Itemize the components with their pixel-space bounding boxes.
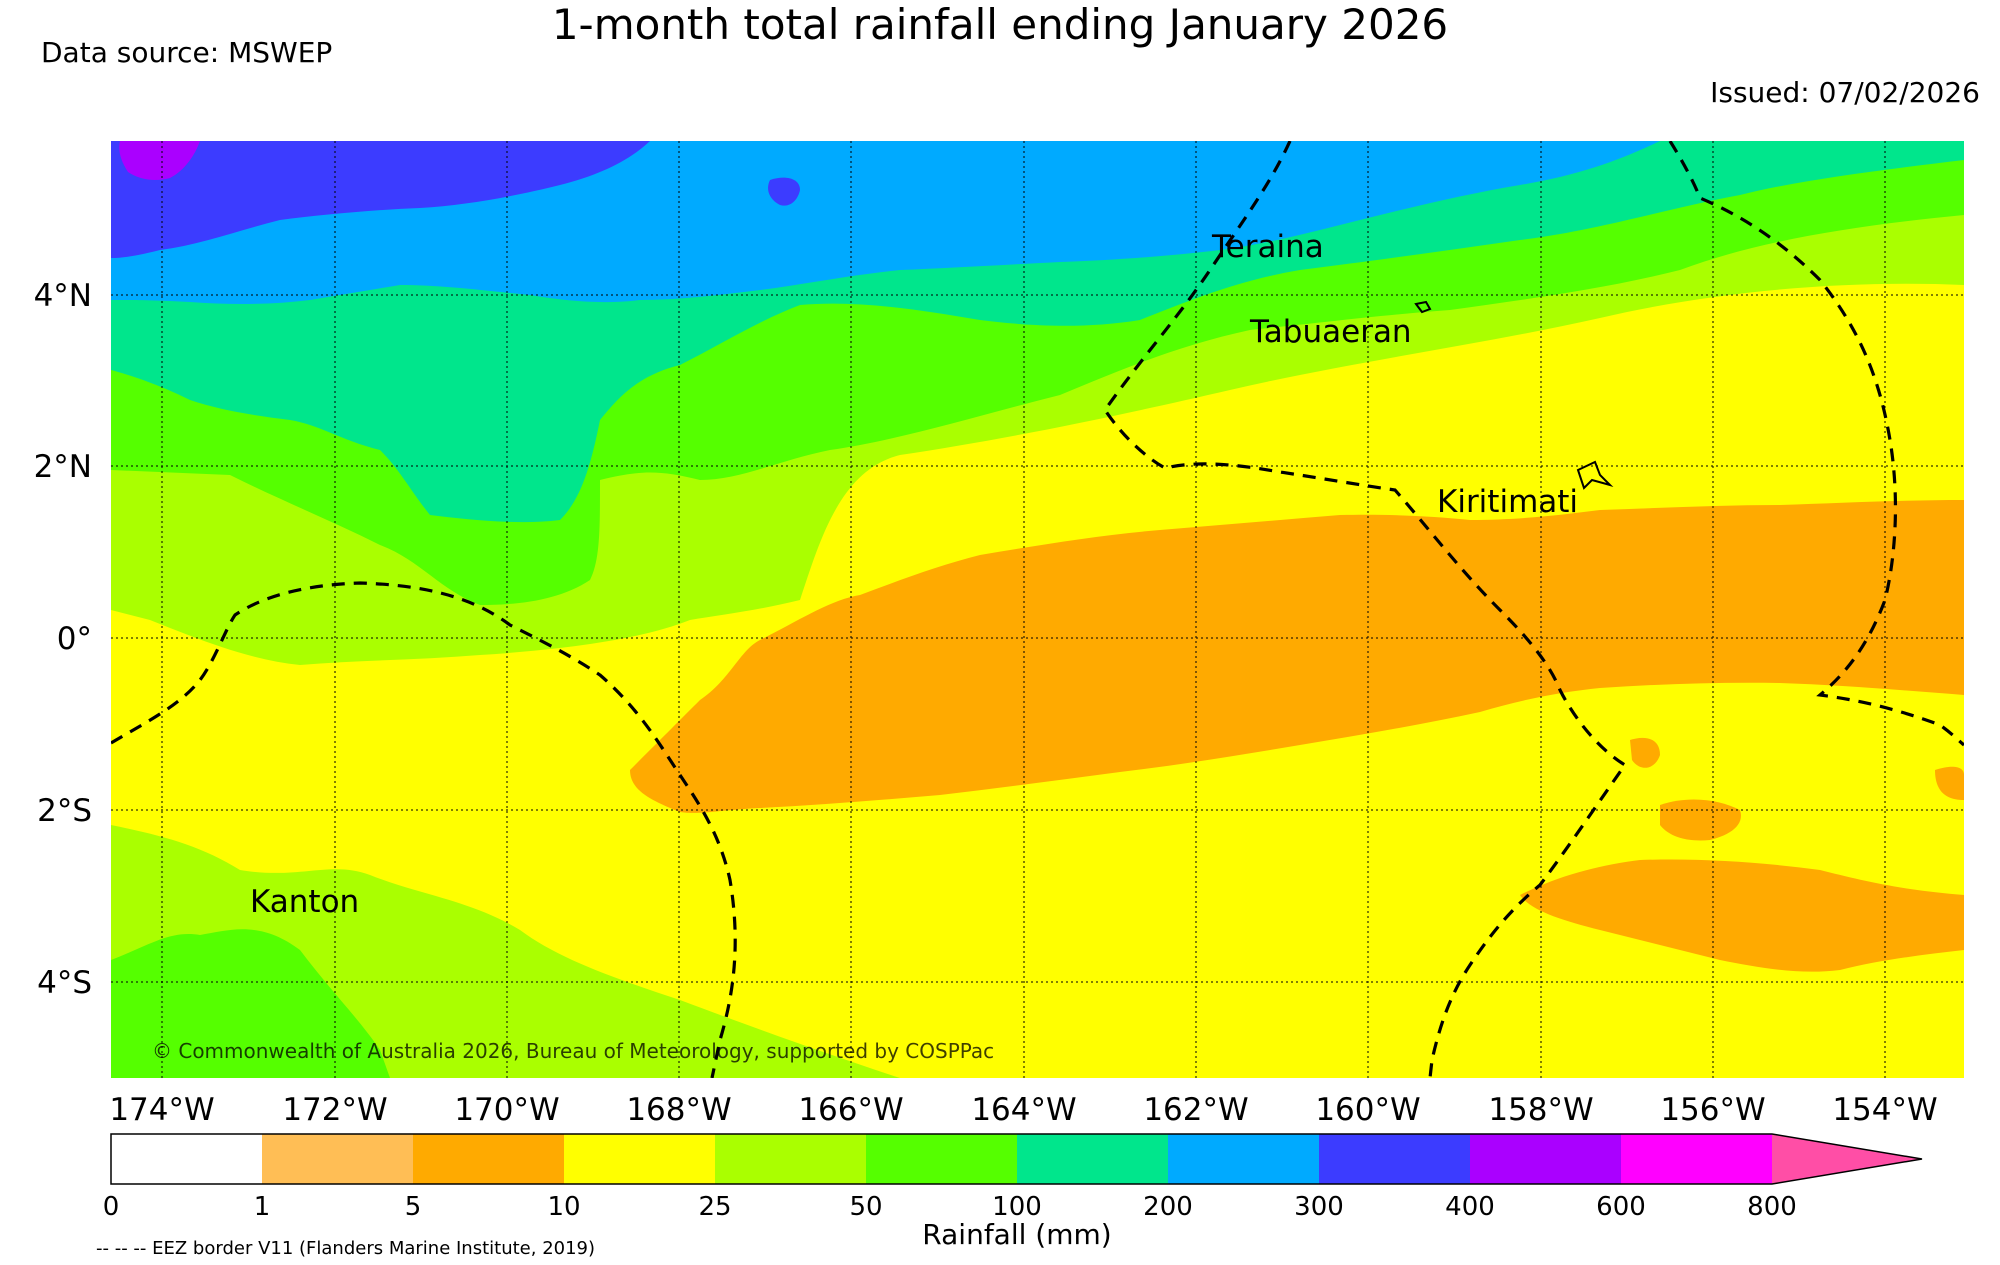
colorbar-segment-400-600	[1470, 1134, 1621, 1184]
lon-label-166w: 166°W	[798, 1092, 903, 1128]
colorbar-segment-5-10	[413, 1134, 564, 1184]
colorbar	[110, 1133, 1923, 1185]
lon-label-156w: 156°W	[1660, 1092, 1765, 1128]
colorbar-segment-0-1	[111, 1134, 262, 1184]
colorbar-segment-10-25	[564, 1134, 715, 1184]
zone-300-400-spot	[768, 177, 800, 206]
place-label-teraina: Teraina	[1211, 229, 1324, 265]
zone-5-10-band	[630, 500, 1964, 813]
colorbar-tick-0: 0	[103, 1192, 120, 1222]
lon-label-174w: 174°W	[109, 1092, 214, 1128]
colorbar-segment-25-50	[715, 1134, 866, 1184]
colorbar-tick-400: 400	[1445, 1192, 1495, 1222]
colorbar-tick-600: 600	[1596, 1192, 1646, 1222]
data-source: Data source: MSWEP	[41, 36, 333, 69]
colorbar-extend-arrow	[1772, 1134, 1922, 1184]
lon-label-164w: 164°W	[971, 1092, 1076, 1128]
colorbar-tick-50: 50	[849, 1192, 882, 1222]
colorbar-segment-600-800	[1621, 1134, 1772, 1184]
island-tabuaeran	[1414, 300, 1432, 314]
colorbar-segment-50-100	[866, 1134, 1017, 1184]
colorbar-tick-800: 800	[1747, 1192, 1797, 1222]
colorbar-tick-25: 25	[698, 1192, 731, 1222]
lon-label-154w: 154°W	[1832, 1092, 1937, 1128]
graticule	[111, 141, 1964, 1078]
eez-borders	[111, 141, 1964, 1078]
lon-label-170w: 170°W	[454, 1092, 559, 1128]
colorbar-tick-200: 200	[1143, 1192, 1193, 1222]
place-label-tabuaeran: Tabuaeran	[1249, 314, 1412, 350]
map-title: 1-month total rainfall ending January 20…	[551, 0, 1449, 49]
zone-400-600	[119, 141, 200, 180]
zone-300-400	[111, 141, 650, 258]
eez-border-line-north	[1103, 141, 1628, 1078]
lat-label-0: 0°	[57, 621, 92, 657]
place-label-kiritimati: Kiritimati	[1437, 484, 1578, 520]
colorbar-tick-300: 300	[1294, 1192, 1344, 1222]
colorbar-tick-1: 1	[254, 1192, 271, 1222]
eez-border-line-east	[1668, 141, 1964, 747]
zone-5-10-patch	[1660, 799, 1741, 841]
lat-label-2n: 2°N	[34, 449, 92, 485]
colorbar-segment-1-5	[262, 1134, 413, 1184]
colorbar-segment-200-300	[1168, 1134, 1319, 1184]
island-kiritimati	[1576, 460, 1614, 490]
colorbar-ticks: 0 1 5 10 25 50 100 200 300 400 600 800	[103, 1192, 1797, 1222]
lon-label-172w: 172°W	[282, 1092, 387, 1128]
zone-5-10-edge	[1935, 766, 1964, 800]
lon-label-160w: 160°W	[1315, 1092, 1420, 1128]
lat-label-4s: 4°S	[37, 965, 92, 1001]
lon-label-168w: 168°W	[626, 1092, 731, 1128]
colorbar-tick-5: 5	[405, 1192, 422, 1222]
zone-5-10-south	[1520, 859, 1964, 972]
eez-legend-note: -- -- -- EEZ border V11 (Flanders Marine…	[96, 1238, 596, 1259]
rainfall-field	[111, 141, 1964, 1078]
issued-date: Issued: 07/02/2026	[1710, 76, 1980, 109]
colorbar-title: Rainfall (mm)	[922, 1218, 1111, 1251]
zone-5-10-patch-2	[1630, 737, 1660, 768]
lon-label-162w: 162°W	[1143, 1092, 1248, 1128]
place-label-kanton: Kanton	[250, 884, 359, 920]
colorbar-segment-300-400	[1319, 1134, 1470, 1184]
zone-50-100-south	[111, 929, 390, 1078]
lat-label-4n: 4°N	[34, 278, 92, 314]
lat-label-2s: 2°S	[37, 793, 92, 829]
colorbar-tick-10: 10	[547, 1192, 580, 1222]
colorbar-tick-100: 100	[992, 1192, 1042, 1222]
copyright-notice: © Commonwealth of Australia 2026, Bureau…	[152, 1039, 994, 1063]
colorbar-segment-100-200	[1017, 1134, 1168, 1184]
colorbar-outline	[110, 1133, 1923, 1185]
lon-label-158w: 158°W	[1488, 1092, 1593, 1128]
